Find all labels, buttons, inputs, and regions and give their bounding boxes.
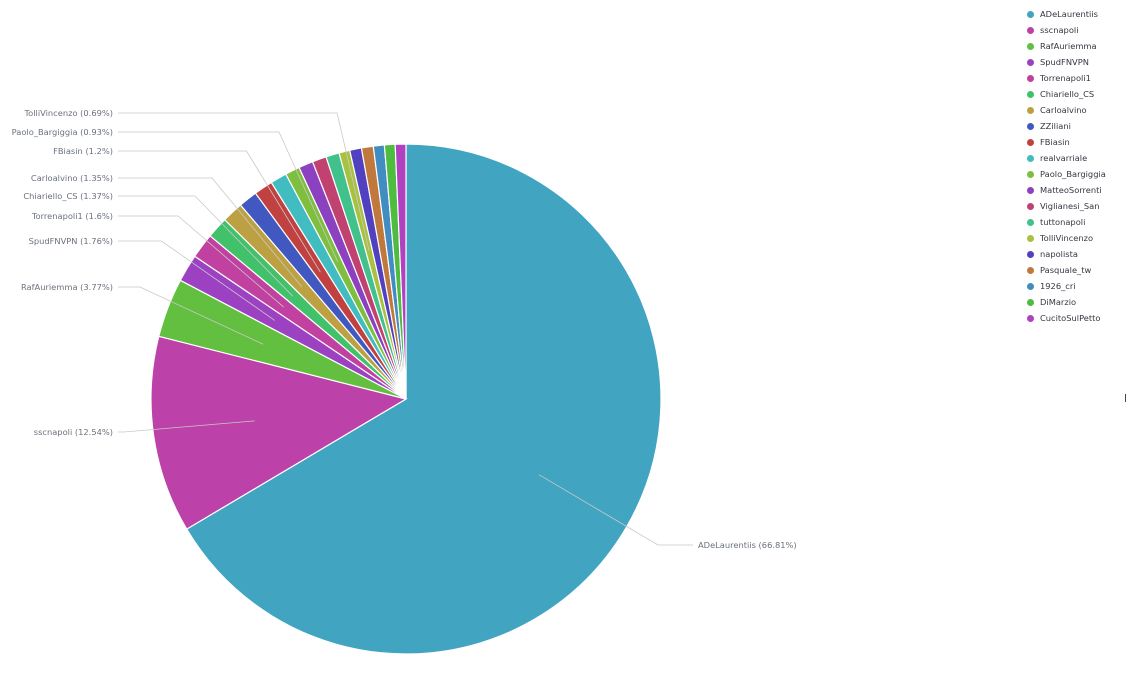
legend-swatch: [1027, 202, 1034, 210]
legend-label: CucitoSulPetto: [1040, 313, 1101, 323]
legend-label: ADeLaurentiis: [1040, 9, 1098, 19]
slice-label-torrenapoli1: Torrenapoli1 (1.6%): [31, 211, 113, 221]
legend-item-spudfnvpn[interactable]: SpudFNVPN: [1027, 54, 1127, 70]
legend-label: DiMarzio: [1040, 297, 1077, 307]
legend-swatch: [1027, 122, 1034, 130]
legend-label: Paolo_Bargiggia: [1040, 169, 1106, 179]
legend-label: MatteoSorrenti: [1040, 185, 1102, 195]
legend-item-tuttonapoli[interactable]: tuttonapoli: [1027, 214, 1127, 230]
legend-item-zziliani[interactable]: ZZiliani: [1027, 118, 1127, 134]
legend-item-matteosorrenti[interactable]: MatteoSorrenti: [1027, 182, 1127, 198]
legend-item-adelaurentiis[interactable]: ADeLaurentiis: [1027, 6, 1127, 22]
legend-label: Carloalvino: [1040, 105, 1087, 115]
leader-line-spudfnvpn: [118, 240, 275, 321]
slice-label-rafauriemma: RafAuriemma (3.77%): [21, 282, 113, 292]
legend-label: Chiariello_CS: [1040, 89, 1095, 99]
slice-label-sscnapoli: sscnapoli (12.54%): [34, 427, 113, 437]
leader-line-adelaurentiis: [538, 474, 693, 546]
slice-label-adelaurentiis: ADeLaurentiis (66.81%): [698, 540, 797, 550]
legend-label: Viglianesi_San: [1040, 201, 1100, 211]
legend-label: realvarriale: [1040, 153, 1088, 163]
leader-line-sscnapoli: [118, 420, 255, 433]
leader-line-carloalvino: [118, 177, 303, 288]
slice-label-paolo-bargiggia: Paolo_Bargiggia (0.93%): [12, 127, 113, 137]
legend-item-cucitosulpetto[interactable]: CucitoSulPetto: [1027, 310, 1127, 326]
legend-swatch: [1027, 282, 1034, 290]
leader-line-paolo-bargiggia: [118, 131, 339, 263]
leader-line-chiariello-cs: [118, 195, 293, 297]
slice-label-tollivincenzo: TolliVincenzo (0.69%): [23, 108, 113, 118]
legend-item-1926-cri[interactable]: 1926_cri: [1027, 278, 1127, 294]
legend-swatch: [1027, 42, 1034, 50]
slice-label-spudfnvpn: SpudFNVPN (1.76%): [29, 236, 113, 246]
legend-swatch: [1027, 186, 1034, 194]
legend-item-chiariello-cs[interactable]: Chiariello_CS: [1027, 86, 1127, 102]
legend-label: sscnapoli: [1040, 25, 1079, 35]
pie-svg: ADeLaurentiis (66.81%) sscnapoli (12.54%)…: [12, 108, 797, 655]
legend-swatch: [1027, 154, 1034, 162]
leader-line-torrenapoli1: [118, 215, 284, 308]
legend-label: FBiasin: [1040, 137, 1070, 147]
leader-line-tollivincenzo: [118, 112, 370, 251]
legend-item-viglianesi-san[interactable]: Viglianesi_San: [1027, 198, 1127, 214]
slice-label-fbiasin: FBiasin (1.2%): [53, 146, 113, 156]
legend-item-sscnapoli[interactable]: sscnapoli: [1027, 22, 1127, 38]
slice-label-chiariello-cs: Chiariello_CS (1.37%): [23, 191, 113, 201]
legend-label: RafAuriemma: [1040, 41, 1097, 51]
legend-swatch: [1027, 26, 1034, 34]
legend-item-carloalvino[interactable]: Carloalvino: [1027, 102, 1127, 118]
legend-item-napolista[interactable]: napolista: [1027, 246, 1127, 262]
text-cursor-mark: [1125, 394, 1126, 402]
leader-line-rafauriemma: [118, 286, 264, 345]
pie-chart: ADeLaurentiis (66.81%) sscnapoli (12.54%)…: [12, 108, 797, 655]
legend-label: Torrenapoli1: [1040, 73, 1091, 83]
legend-swatch: [1027, 90, 1034, 98]
legend-item-realvarriale[interactable]: realvarriale: [1027, 150, 1127, 166]
legend-swatch: [1027, 10, 1034, 18]
legend-swatch: [1027, 234, 1034, 242]
legend-swatch: [1027, 250, 1034, 258]
legend-swatch: [1027, 314, 1034, 322]
legend-label: TolliVincenzo: [1040, 233, 1094, 243]
legend-label: 1926_cri: [1040, 281, 1076, 291]
legend-label: Pasquale_tw: [1040, 265, 1092, 275]
legend-item-fbiasin[interactable]: FBiasin: [1027, 134, 1127, 150]
legend-swatch: [1027, 298, 1034, 306]
legend: ADeLaurentiis sscnapoli RafAuriemma SpudFNV…: [1027, 6, 1127, 326]
legend-swatch: [1027, 58, 1034, 66]
pie-slice-adelaurentiis[interactable]: [185, 143, 662, 655]
leader-line-fbiasin: [118, 150, 321, 273]
legend-item-rafauriemma[interactable]: RafAuriemma: [1027, 38, 1127, 54]
legend-item-torrenapoli1[interactable]: Torrenapoli1: [1027, 70, 1127, 86]
legend-item-tollivincenzo[interactable]: TolliVincenzo: [1027, 230, 1127, 246]
legend-label: tuttonapoli: [1040, 217, 1086, 227]
legend-swatch: [1027, 106, 1034, 114]
legend-swatch: [1027, 74, 1034, 82]
legend-item-dimarzio[interactable]: DiMarzio: [1027, 294, 1127, 310]
legend-label: ZZiliani: [1040, 121, 1071, 131]
legend-item-paolo-bargiggia[interactable]: Paolo_Bargiggia: [1027, 166, 1127, 182]
legend-swatch: [1027, 266, 1034, 274]
legend-label: napolista: [1040, 249, 1078, 259]
slice-label-carloalvino: Carloalvino (1.35%): [31, 173, 113, 183]
pie-slice-cucitosulpetto[interactable]: [394, 143, 407, 400]
pie-slice-sscnapoli[interactable]: [150, 335, 408, 530]
legend-swatch: [1027, 170, 1034, 178]
legend-swatch: [1027, 138, 1034, 146]
legend-swatch: [1027, 218, 1034, 226]
legend-label: SpudFNVPN: [1040, 57, 1089, 67]
legend-item-pasquale-tw[interactable]: Pasquale_tw: [1027, 262, 1127, 278]
